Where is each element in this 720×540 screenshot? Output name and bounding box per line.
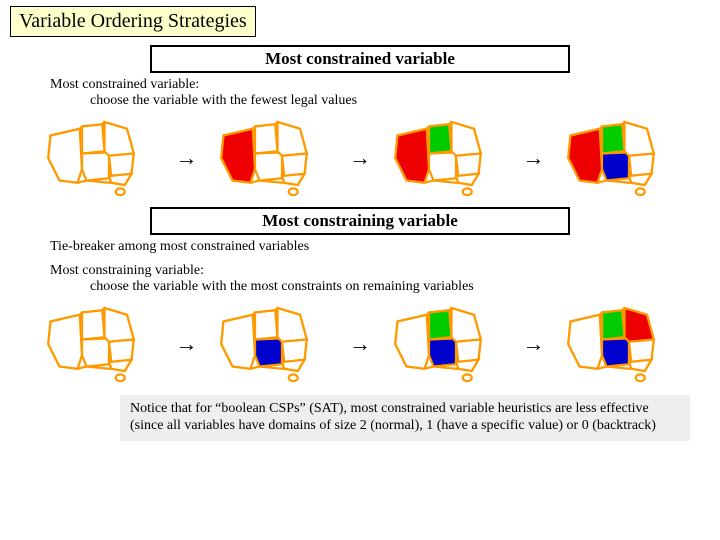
section-heading-1: Most constrained variable (150, 45, 570, 73)
def-body-2: choose the variable with the most constr… (90, 279, 680, 295)
def-head-2: Most constraining variable: (50, 263, 680, 279)
map-2-3 (551, 299, 691, 389)
arrow-icon: → (347, 145, 373, 171)
map-2-1 (204, 299, 344, 389)
footer-note: Notice that for “boolean CSPs” (SAT), mo… (120, 395, 690, 441)
pre-text-2: Tie-breaker among most constrained varia… (50, 239, 680, 255)
arrow-icon: → (174, 145, 200, 171)
map-row-2: → → → (30, 299, 690, 389)
page-title: Variable Ordering Strategies (10, 6, 256, 37)
def-head-1: Most constrained variable: (50, 77, 680, 93)
arrow-icon: → (174, 331, 200, 357)
map-1-2 (377, 113, 517, 203)
map-1-0 (30, 113, 170, 203)
map-2-0 (30, 299, 170, 389)
arrow-icon: → (521, 145, 547, 171)
section-heading-2: Most constraining variable (150, 207, 570, 235)
section-2: Most constraining variable Tie-breaker a… (0, 207, 720, 389)
section-1: Most constrained variable Most constrain… (0, 45, 720, 203)
def-body-1: choose the variable with the fewest lega… (90, 93, 680, 109)
map-1-3 (551, 113, 691, 203)
arrow-icon: → (347, 331, 373, 357)
map-2-2 (377, 299, 517, 389)
map-1-1 (204, 113, 344, 203)
map-row-1: → → → (30, 113, 690, 203)
arrow-icon: → (521, 331, 547, 357)
